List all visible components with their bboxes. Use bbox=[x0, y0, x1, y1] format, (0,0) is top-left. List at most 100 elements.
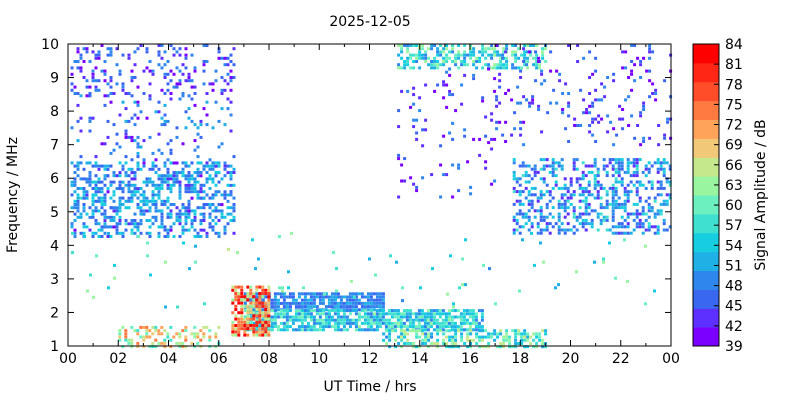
data-point bbox=[493, 329, 497, 333]
data-point bbox=[624, 98, 628, 102]
data-point bbox=[487, 141, 491, 145]
data-point bbox=[385, 342, 389, 345]
data-point bbox=[620, 202, 624, 206]
data-point bbox=[282, 305, 286, 309]
data-point bbox=[426, 318, 430, 322]
data-point bbox=[363, 312, 367, 316]
data-point bbox=[178, 345, 182, 349]
data-point bbox=[605, 215, 609, 219]
data-point bbox=[160, 151, 164, 155]
data-point bbox=[246, 292, 250, 295]
data-point bbox=[360, 295, 364, 299]
data-point bbox=[112, 174, 116, 178]
data-point bbox=[205, 235, 209, 238]
data-point bbox=[530, 231, 533, 235]
data-point bbox=[118, 145, 122, 149]
data-point bbox=[249, 285, 253, 289]
data-point bbox=[255, 295, 259, 299]
data-point bbox=[641, 212, 645, 216]
data-point bbox=[100, 203, 104, 206]
data-point bbox=[85, 180, 89, 184]
data-point bbox=[645, 69, 649, 73]
data-point bbox=[608, 241, 611, 245]
data-point bbox=[229, 219, 233, 222]
data-point bbox=[148, 231, 152, 235]
data-point bbox=[232, 183, 236, 187]
data-point bbox=[243, 309, 247, 313]
data-point bbox=[278, 286, 281, 290]
data-point bbox=[442, 134, 446, 138]
data-point bbox=[315, 321, 319, 325]
data-point bbox=[457, 50, 461, 54]
data-point bbox=[166, 177, 170, 181]
data-point bbox=[520, 335, 524, 339]
data-point bbox=[501, 53, 505, 57]
data-point bbox=[415, 60, 419, 63]
data-point bbox=[445, 60, 449, 63]
data-point bbox=[593, 164, 597, 168]
data-point bbox=[563, 183, 567, 187]
data-point bbox=[477, 309, 481, 313]
data-point bbox=[530, 177, 534, 181]
data-point bbox=[575, 177, 579, 181]
data-point bbox=[342, 315, 346, 319]
data-point bbox=[549, 50, 553, 54]
data-point bbox=[426, 312, 430, 316]
data-point bbox=[199, 212, 203, 216]
data-point bbox=[588, 50, 592, 54]
data-point bbox=[217, 161, 221, 165]
data-point bbox=[175, 215, 179, 219]
data-point bbox=[399, 312, 403, 316]
data-point bbox=[563, 177, 567, 181]
data-point bbox=[596, 174, 600, 178]
data-point bbox=[255, 330, 259, 334]
data-point bbox=[324, 295, 328, 299]
data-point bbox=[584, 199, 588, 203]
data-point bbox=[267, 311, 271, 315]
data-point bbox=[406, 63, 410, 67]
data-point bbox=[258, 292, 262, 295]
data-point bbox=[133, 231, 137, 235]
data-point bbox=[348, 295, 352, 299]
data-point bbox=[531, 101, 535, 105]
data-point bbox=[193, 180, 197, 184]
data-point bbox=[91, 69, 95, 73]
data-point bbox=[462, 309, 466, 313]
data-point bbox=[270, 309, 274, 313]
data-point bbox=[596, 212, 600, 216]
data-point bbox=[593, 174, 597, 178]
data-point bbox=[504, 120, 508, 124]
data-point bbox=[423, 321, 427, 325]
data-point bbox=[187, 190, 191, 194]
data-point bbox=[551, 215, 555, 219]
data-point bbox=[387, 325, 391, 329]
data-point bbox=[178, 212, 182, 216]
colorbar-tick-label: 66 bbox=[725, 158, 743, 174]
data-point bbox=[226, 183, 230, 187]
data-point bbox=[199, 190, 203, 194]
data-point bbox=[659, 193, 663, 197]
data-point bbox=[567, 44, 571, 47]
data-point bbox=[512, 218, 516, 222]
data-point bbox=[436, 338, 440, 342]
data-point bbox=[249, 288, 253, 292]
data-point bbox=[270, 325, 274, 329]
data-point bbox=[148, 209, 152, 213]
data-point bbox=[621, 108, 625, 111]
data-point bbox=[118, 69, 122, 73]
data-point bbox=[439, 195, 443, 199]
data-point bbox=[94, 193, 98, 197]
data-point bbox=[403, 329, 407, 333]
data-point bbox=[406, 47, 410, 51]
data-point bbox=[184, 335, 188, 339]
data-point bbox=[94, 180, 98, 184]
data-point bbox=[73, 85, 77, 89]
data-point bbox=[460, 338, 464, 342]
data-point bbox=[312, 298, 316, 302]
data-point bbox=[229, 177, 233, 181]
data-point bbox=[621, 66, 625, 70]
data-point bbox=[548, 231, 552, 235]
data-point bbox=[484, 63, 488, 67]
data-point bbox=[400, 50, 404, 54]
